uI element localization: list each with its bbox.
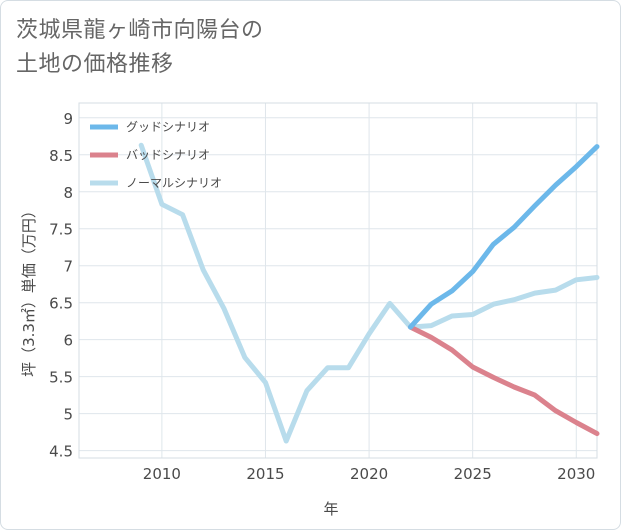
series-line-0	[408, 144, 600, 330]
y-tick-label: 6	[63, 332, 73, 350]
legend-label: ノーマルシナリオ	[126, 176, 222, 190]
x-tick-label: 2025	[454, 465, 492, 483]
y-tick-label: 7.5	[49, 221, 73, 239]
legend-label: バッドシナリオ	[126, 148, 210, 162]
grid	[79, 103, 597, 458]
x-tick-label: 2020	[350, 465, 388, 483]
x-axis-title: 年	[323, 500, 338, 518]
y-tick-labels: 4.5 5 5.5 6 6.5 7 7.5 8 8.5 9	[49, 110, 73, 461]
legend-label: グッドシナリオ	[126, 120, 210, 134]
y-tick-label: 5	[63, 406, 73, 424]
series-line-2	[138, 142, 600, 444]
chart-title-line-2: 土地の価格推移	[16, 52, 174, 77]
chart-title-line-1: 茨城県龍ヶ崎市向陽台の	[16, 18, 264, 43]
y-tick-label: 4.5	[49, 443, 73, 461]
y-axis-title: 坪（3.3㎡）単価（万円）	[20, 203, 38, 377]
series-lines	[138, 142, 600, 444]
y-tick-label: 8.5	[49, 147, 73, 165]
y-tick-label: 5.5	[49, 369, 73, 387]
y-tick-label: 8	[63, 184, 73, 202]
plot-border	[78, 102, 598, 459]
y-tick-label: 7	[63, 258, 73, 276]
series-line-1	[408, 324, 600, 437]
x-tick-label: 2030	[557, 465, 595, 483]
x-tick-label: 2010	[143, 465, 181, 483]
x-tick-labels: 2010 2015 2020 2025 2030	[143, 465, 596, 483]
y-tick-label: 9	[63, 110, 73, 128]
chart-title: 茨城県龍ヶ崎市向陽台の 土地の価格推移	[16, 14, 264, 82]
y-tick-label: 6.5	[49, 295, 73, 313]
x-tick-label: 2015	[246, 465, 284, 483]
